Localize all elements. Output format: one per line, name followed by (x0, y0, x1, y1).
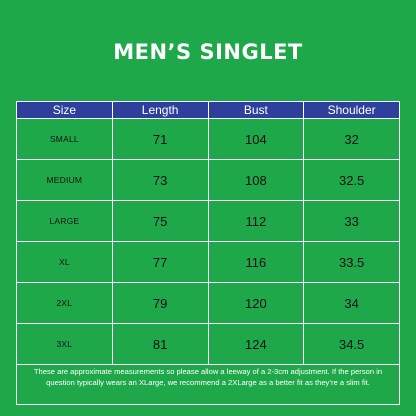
size-chart-table: Size Length Bust Shoulder SMALL 71 104 3… (16, 101, 400, 365)
table-row: 3XL 81 124 34.5 (16, 323, 400, 365)
length-cell: 79 (111, 282, 209, 324)
bust-cell: 124 (207, 323, 305, 365)
table-header-row: Size Length Bust Shoulder (16, 101, 400, 119)
page-title: MEN’S SINGLET (113, 40, 303, 64)
shoulder-cell: 33.5 (303, 241, 400, 283)
header-length: Length (111, 101, 209, 119)
length-cell: 81 (111, 323, 209, 365)
bust-cell: 104 (207, 118, 305, 160)
table-row: LARGE 75 112 33 (16, 200, 400, 242)
bust-cell: 120 (207, 282, 305, 324)
bust-cell: 116 (207, 241, 305, 283)
table-row: 2XL 79 120 34 (16, 282, 400, 324)
length-cell: 71 (111, 118, 209, 160)
fit-note: These are approximate measurements so pl… (16, 361, 400, 405)
shoulder-cell: 33 (303, 200, 400, 242)
length-cell: 77 (111, 241, 209, 283)
shoulder-cell: 32 (303, 118, 400, 160)
size-cell: XL (16, 241, 113, 283)
header-size: Size (16, 101, 113, 119)
bust-cell: 112 (207, 200, 305, 242)
size-cell: SMALL (16, 118, 113, 160)
table-row: XL 77 116 33.5 (16, 241, 400, 283)
header-shoulder: Shoulder (303, 101, 400, 119)
size-cell: MEDIUM (16, 159, 113, 201)
shoulder-cell: 32.5 (303, 159, 400, 201)
table-row: SMALL 71 104 32 (16, 118, 400, 160)
bust-cell: 108 (207, 159, 305, 201)
length-cell: 73 (111, 159, 209, 201)
size-cell: 3XL (16, 323, 113, 365)
shoulder-cell: 34 (303, 282, 400, 324)
size-cell: LARGE (16, 200, 113, 242)
header-bust: Bust (207, 101, 305, 119)
length-cell: 75 (111, 200, 209, 242)
table-row: MEDIUM 73 108 32.5 (16, 159, 400, 201)
shoulder-cell: 34.5 (303, 323, 400, 365)
size-cell: 2XL (16, 282, 113, 324)
